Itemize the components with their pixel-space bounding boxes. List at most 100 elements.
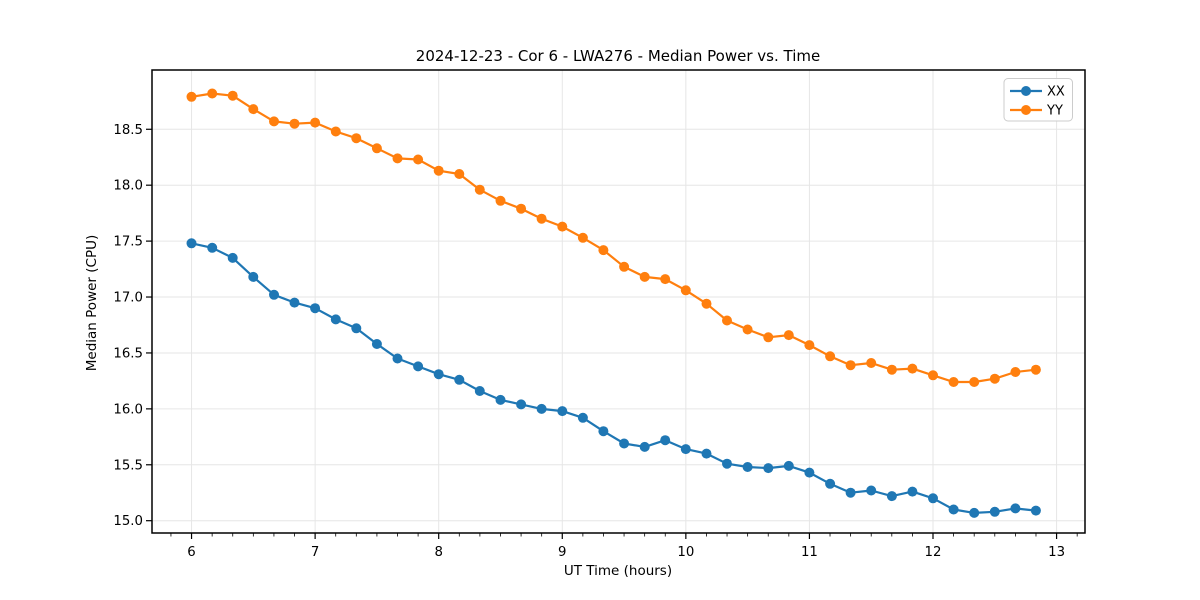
series-xx-marker	[392, 353, 403, 364]
x-tick-label: 10	[677, 545, 694, 560]
series-xx-marker	[207, 242, 218, 253]
y-tick-label: 17.0	[113, 291, 143, 306]
x-tick-label: 11	[801, 545, 818, 560]
series-xx-marker	[413, 361, 424, 372]
series-xx-marker	[495, 394, 506, 405]
series-xx-marker	[330, 314, 341, 325]
series-yy-marker	[660, 274, 671, 285]
series-xx-marker	[783, 460, 794, 471]
series-xx-marker	[227, 252, 238, 263]
series-yy-marker	[701, 298, 712, 309]
series-yy-marker	[413, 154, 424, 165]
series-xx-marker	[371, 339, 382, 349]
series-yy-marker	[680, 285, 691, 296]
series-xx-marker	[536, 403, 547, 414]
series-xx-marker	[433, 369, 444, 380]
series-xx-marker	[948, 504, 959, 515]
chart-title: 2024-12-23 - Cor 6 - LWA276 - Median Pow…	[416, 47, 820, 65]
legend-label-xx: XX	[1047, 85, 1065, 100]
series-xx-marker	[866, 485, 877, 496]
x-tick-label: 13	[1048, 545, 1065, 560]
y-tick-label: 16.0	[113, 402, 143, 417]
x-axis-label: UT Time (hours)	[564, 563, 672, 579]
plot-frame	[151, 69, 1086, 534]
plot-area: 6 7 8 9 10 11 12 13 15.0 15.5 16.0 16.5 17.0 17.5 18.0…	[113, 69, 1086, 560]
series-xx-marker	[742, 462, 753, 472]
series-xx-marker	[1010, 503, 1021, 514]
series-yy-marker	[269, 116, 279, 127]
series-yy-marker	[866, 358, 877, 368]
series-yy-marker	[948, 377, 959, 387]
series-xx-marker	[351, 323, 362, 334]
series-xx-marker	[557, 406, 568, 417]
series-yy-marker	[207, 88, 218, 99]
series-yy-marker	[763, 332, 774, 343]
series-xx-marker	[186, 238, 197, 249]
x-tick-label: 8	[434, 545, 442, 560]
series-yy-marker	[598, 245, 609, 256]
series-yy-marker	[454, 169, 465, 179]
series-yy-marker	[928, 370, 938, 381]
x-tick-label: 7	[311, 545, 319, 560]
series-xx-marker	[516, 399, 527, 410]
series-xx-marker	[722, 458, 732, 469]
y-tick-label: 18.0	[113, 179, 143, 194]
series-yy-marker	[536, 213, 547, 224]
series-yy-marker	[639, 271, 650, 282]
series-yy-marker	[825, 351, 836, 362]
series-xx-marker	[454, 374, 465, 385]
series-yy-marker	[907, 363, 918, 374]
series-yy-marker	[989, 373, 1000, 384]
series-yy-marker	[742, 324, 753, 335]
y-tick-label: 18.5	[113, 123, 143, 138]
series-yy-marker	[619, 261, 630, 272]
series-xx-marker	[289, 297, 300, 308]
series-yy-marker	[310, 117, 321, 128]
series-yy-marker	[433, 165, 444, 176]
legend-marker-yy	[1021, 105, 1031, 115]
y-tick-label: 17.5	[113, 235, 143, 250]
series-yy-marker	[516, 203, 527, 214]
y-tick-label: 16.5	[113, 346, 143, 361]
series-yy-marker	[1010, 367, 1021, 377]
series-yy-marker	[330, 126, 341, 137]
series-xx-marker	[310, 303, 321, 314]
y-tick-label: 15.5	[113, 458, 143, 473]
series-yy-marker	[886, 364, 897, 375]
series-xx-marker	[660, 435, 671, 446]
legend-marker-xx	[1021, 86, 1031, 96]
series-xx-marker	[989, 506, 1000, 517]
y-axis-label: Median Power (CPU)	[84, 235, 100, 371]
series-yy-marker	[371, 143, 382, 154]
series-yy-marker	[495, 195, 506, 206]
series-xx-marker	[928, 493, 938, 504]
series-yy-marker	[1030, 364, 1041, 375]
series-yy-marker	[557, 221, 568, 232]
legend-label-yy: YY	[1046, 104, 1063, 119]
x-tick-label: 12	[925, 545, 942, 560]
series-xx-marker	[701, 448, 712, 459]
series-yy-marker	[577, 232, 588, 243]
series-xx-marker	[619, 438, 630, 449]
series-yy-marker	[804, 340, 815, 351]
series-xx-marker	[886, 491, 897, 502]
x-tick-label: 6	[187, 545, 195, 560]
series-xx-marker	[577, 412, 588, 423]
series-xx-marker	[269, 289, 279, 300]
x-tick-label: 9	[558, 545, 566, 560]
series-xx-marker	[825, 478, 836, 489]
series-xx-marker	[474, 386, 485, 396]
series-xx-marker	[639, 441, 650, 452]
series-yy-line	[191, 92, 1037, 384]
series-yy-marker	[969, 377, 980, 387]
series-yy-marker	[186, 91, 197, 102]
series-xx-marker	[248, 271, 259, 282]
series-xx-line	[191, 242, 1037, 514]
series-xx-marker	[763, 463, 774, 474]
series-yy-marker	[227, 90, 238, 101]
series-yy-marker	[289, 118, 300, 129]
series-yy-marker	[722, 315, 732, 326]
series-yy-marker	[351, 133, 362, 144]
